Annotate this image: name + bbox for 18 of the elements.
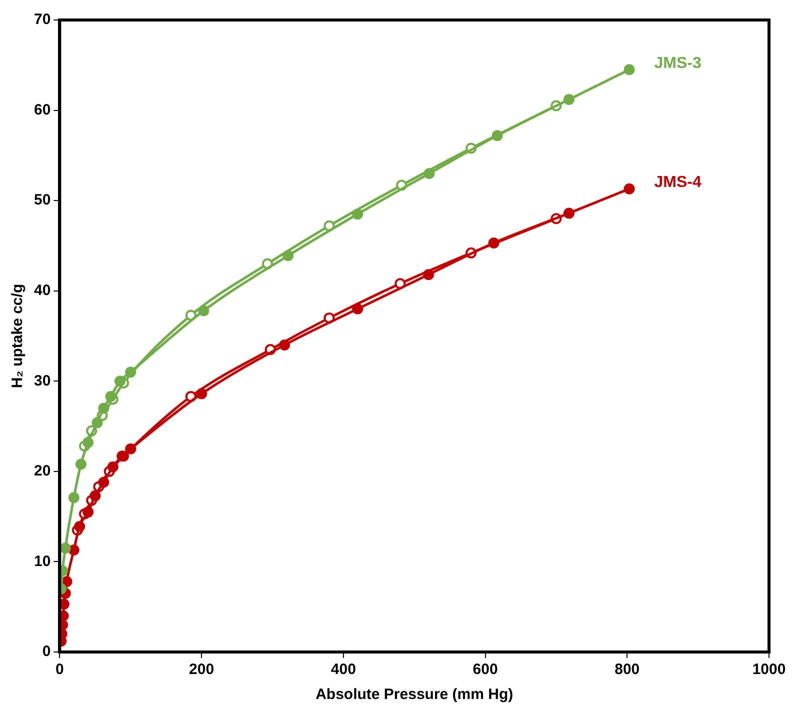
x-axis-title: Absolute Pressure (mm Hg) bbox=[316, 686, 514, 704]
x-tick-label: 0 bbox=[56, 661, 64, 678]
y-axis-title: H₂ uptake cc/g bbox=[9, 284, 26, 388]
y-tick-label: 60 bbox=[34, 101, 51, 118]
x-tick-label: 800 bbox=[614, 661, 640, 678]
x-tick-label: 200 bbox=[189, 661, 214, 678]
x-tick-label: 400 bbox=[330, 661, 356, 678]
y-tick-label: 10 bbox=[34, 552, 51, 570]
y-tick-label: 30 bbox=[34, 372, 51, 390]
series-label: JMS-3 bbox=[654, 55, 702, 72]
y-tick-label: 0 bbox=[42, 643, 51, 660]
series-label: JMS-4 bbox=[654, 174, 702, 192]
y-tick-label: 20 bbox=[34, 462, 51, 480]
x-tick-label: 600 bbox=[472, 661, 498, 678]
y-tick-label: 50 bbox=[34, 192, 51, 209]
y-tick-label: 40 bbox=[34, 282, 51, 299]
x-tick-label: 1000 bbox=[752, 661, 786, 678]
y-tick-label: 70 bbox=[34, 11, 51, 28]
